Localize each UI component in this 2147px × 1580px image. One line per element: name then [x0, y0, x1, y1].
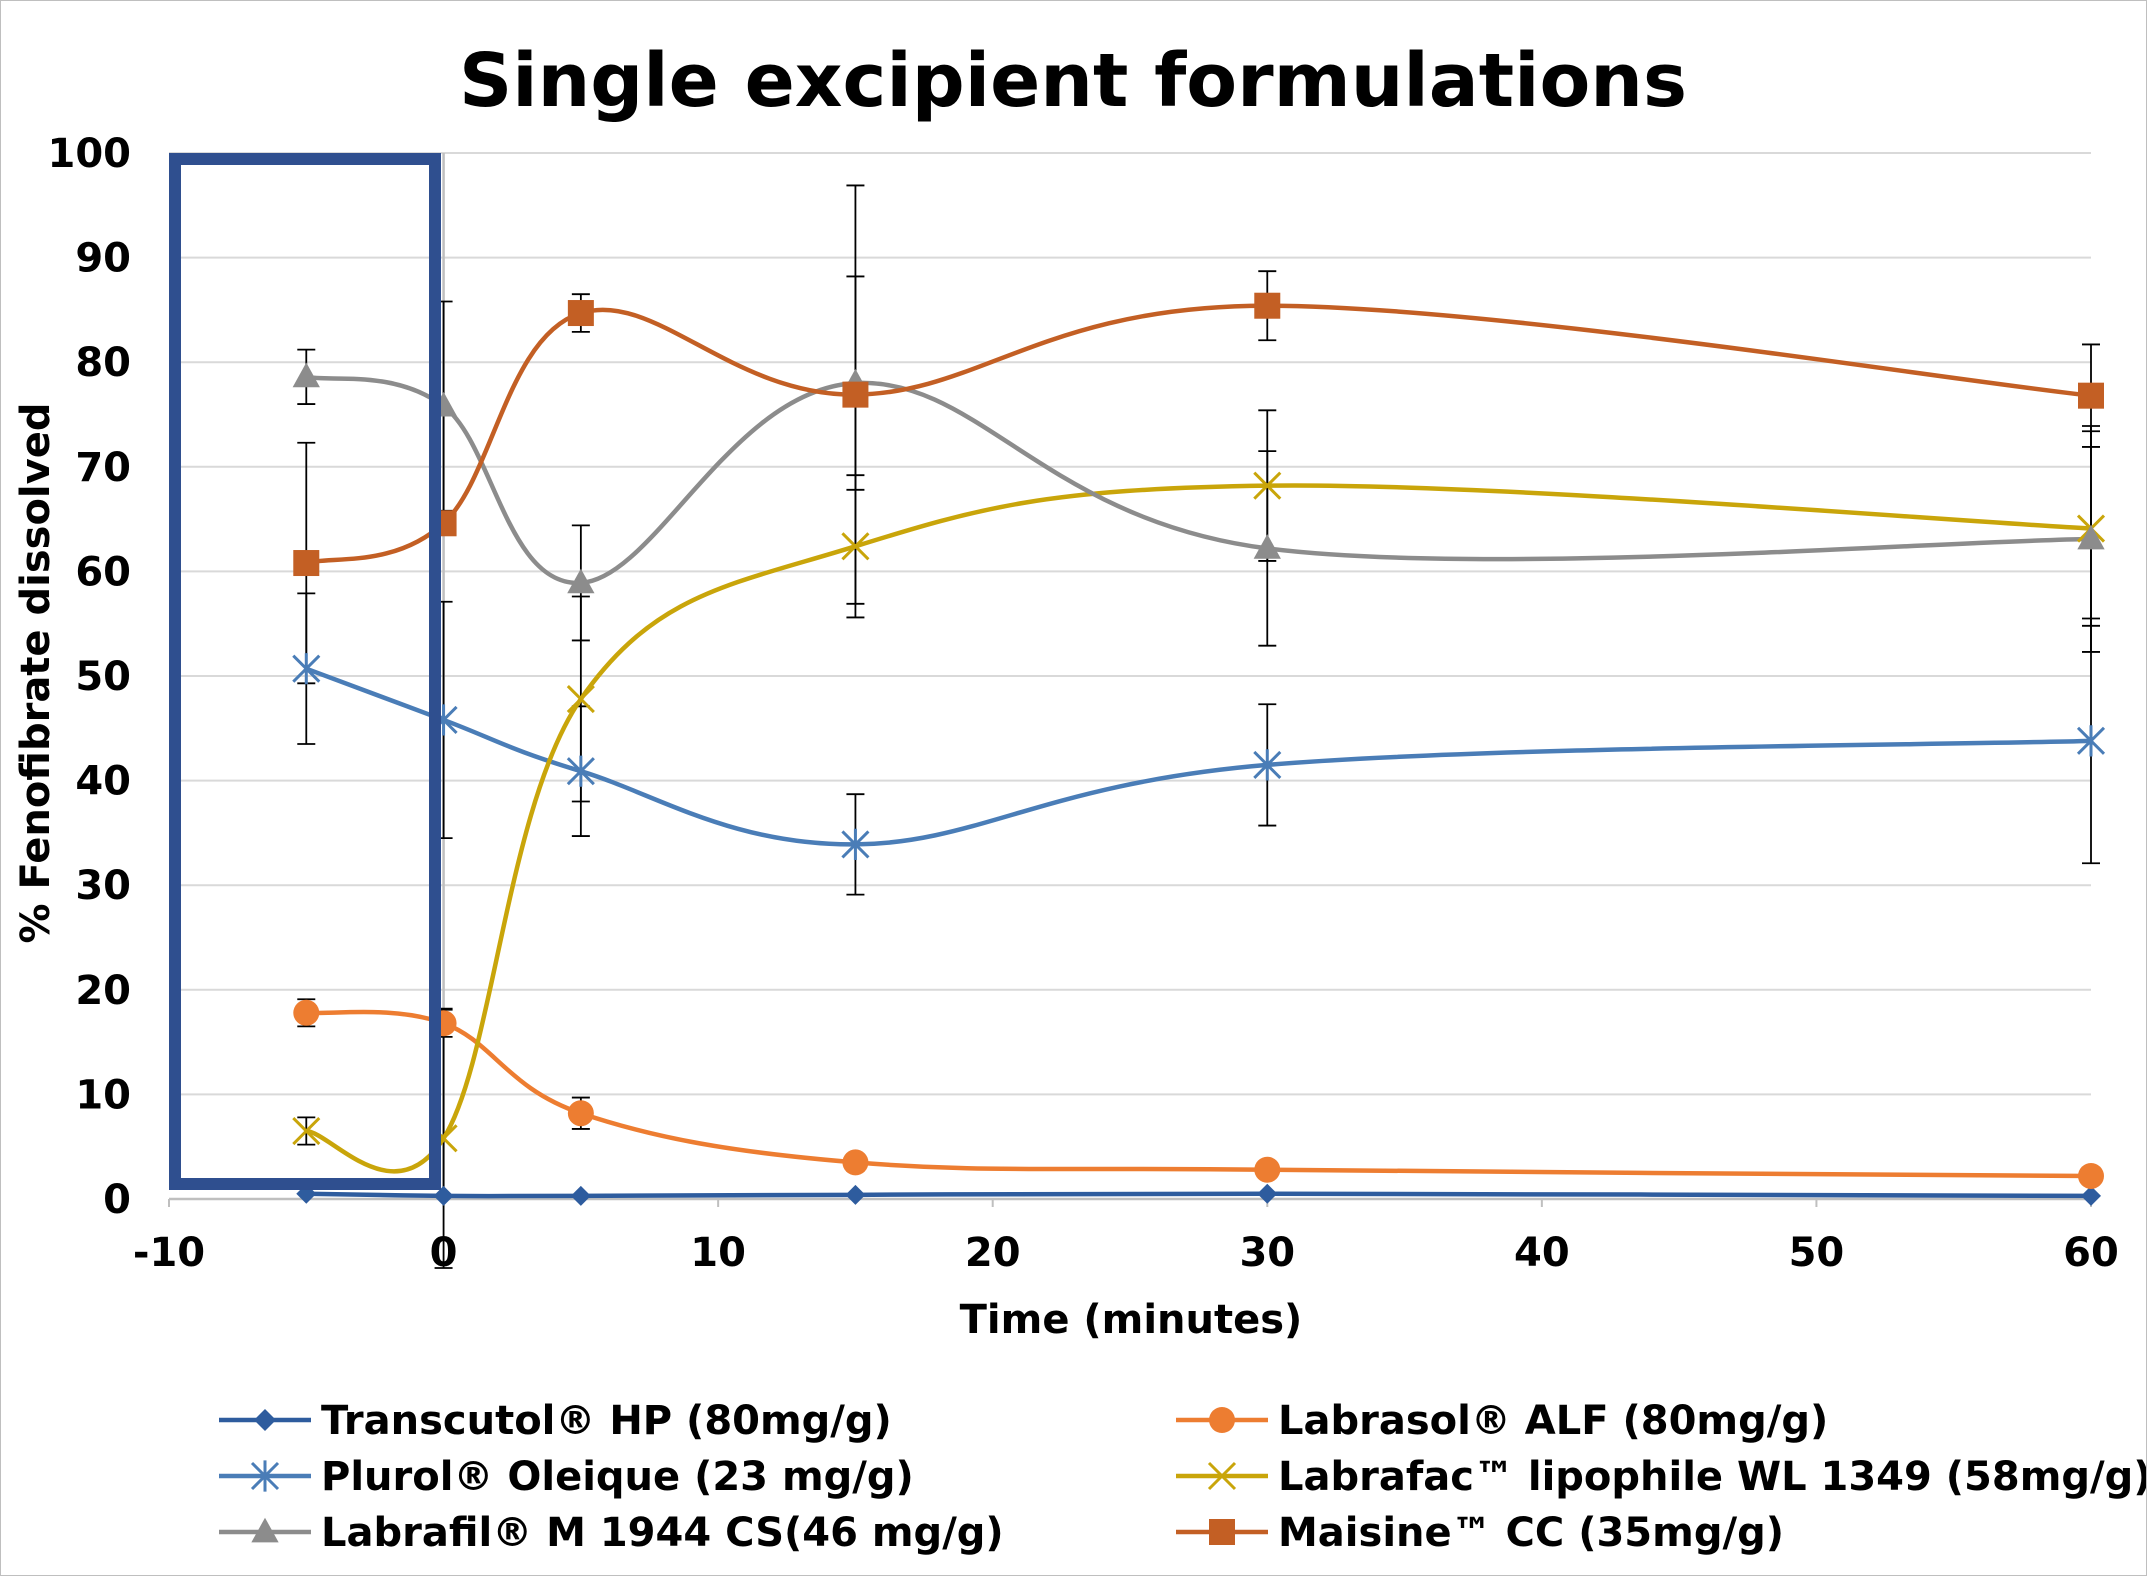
legend-label: Labrafac™ lipophile WL 1349 (58mg/g) — [1278, 1454, 2146, 1500]
data-point-square — [293, 550, 320, 577]
series-line-x — [305, 483, 2092, 1174]
legend-label: Labrafil® M 1944 CS(46 mg/g) — [321, 1510, 1004, 1556]
series-line-diamond — [306, 1191, 2092, 1199]
y-tick-label: 80 — [75, 340, 131, 386]
data-point-asterisk — [1253, 749, 1282, 781]
error-bars — [297, 184, 2100, 1269]
highlight-box — [169, 153, 441, 1190]
legend-label: Labrasol® ALF (80mg/g) — [1278, 1398, 1828, 1444]
legend-entry-transcutol-hp-80mg-g: Transcutol® HP (80mg/g) — [219, 1398, 892, 1444]
data-point-diamond — [570, 1185, 591, 1206]
data-point-asterisk — [841, 828, 870, 861]
data-point-circle — [2078, 1162, 2104, 1189]
data-point-x — [1253, 471, 1282, 500]
y-tick-label: 40 — [75, 759, 131, 805]
y-axis-ticks: 0 10 20 30 40 50 60 70 80 90 100 — [48, 131, 132, 1223]
data-point-triangle — [1253, 534, 1281, 559]
legend-entry-plurol-oleique-23-mg-g: Plurol® Oleique (23 mg/g) — [219, 1454, 914, 1500]
x-axis-title: Time (minutes) — [960, 1297, 1303, 1343]
legend-label: Transcutol® HP (80mg/g) — [321, 1398, 892, 1444]
legend-marker-triangle — [251, 1517, 279, 1543]
data-point-asterisk — [566, 755, 595, 787]
data-point-diamond — [2081, 1185, 2101, 1206]
y-tick-label: 50 — [75, 654, 131, 700]
data-point-square — [842, 381, 869, 408]
x-tick-label: 30 — [1239, 1230, 1295, 1276]
data-point-diamond — [433, 1185, 454, 1206]
legend-marker-circle — [1209, 1407, 1235, 1433]
data-point-circle — [1254, 1156, 1281, 1183]
data-point-triangle — [2077, 524, 2105, 550]
legend: Transcutol® HP (80mg/g) Labrasol® ALF (80… — [219, 1398, 2147, 1556]
legend-marker-x — [1207, 1461, 1237, 1491]
series-line-asterisk — [305, 666, 2092, 847]
data-point-circle — [293, 999, 320, 1026]
legend-label: Maisine™ CC (35mg/g) — [1278, 1510, 1784, 1556]
series-line-triangle — [305, 374, 2092, 586]
data-point-diamond — [845, 1184, 866, 1205]
data-point-x — [292, 1116, 321, 1146]
y-tick-label: 0 — [103, 1177, 131, 1223]
x-axis-ticks: -10 0 10 20 30 40 50 60 — [133, 1199, 2119, 1276]
legend-label: Plurol® Oleique (23 mg/g) — [321, 1454, 914, 1500]
data-point-circle — [842, 1149, 869, 1176]
x-tick-label: 40 — [1514, 1230, 1570, 1276]
data-point-asterisk — [2076, 725, 2106, 757]
data-point-diamond — [1257, 1183, 1278, 1204]
legend-entry-labrafac-lipophile-wl-1349-58mg-g: Labrafac™ lipophile WL 1349 (58mg/g) — [1176, 1454, 2147, 1500]
legend-marker-asterisk — [250, 1460, 280, 1492]
y-tick-label: 10 — [75, 1072, 131, 1118]
legend-marker-diamond — [254, 1409, 276, 1431]
chart-title: Single excipient formulations — [459, 38, 1687, 124]
gridlines — [169, 152, 2091, 1096]
data-point-x — [566, 684, 595, 714]
legend-entry-maisine-cc-35mg-g: Maisine™ CC (35mg/g) — [1176, 1510, 1784, 1556]
data-point-triangle — [567, 568, 595, 594]
data-point-circle — [567, 1100, 594, 1127]
series-line-square — [305, 303, 2092, 566]
y-tick-label: 60 — [75, 549, 131, 595]
data-point-x — [841, 532, 870, 561]
series-line-circle — [306, 1009, 2092, 1179]
x-tick-label: 20 — [965, 1230, 1021, 1276]
y-tick-label: 70 — [75, 445, 131, 491]
series-lines — [305, 303, 2092, 1199]
y-axis-title: % Fenofibrate dissolved — [13, 403, 59, 944]
data-point-asterisk — [292, 653, 321, 685]
data-point-square — [2078, 382, 2104, 409]
data-point-triangle — [292, 362, 320, 388]
data-point-square — [567, 300, 594, 327]
x-tick-label: -10 — [133, 1230, 205, 1276]
x-tick-label: 60 — [2063, 1230, 2119, 1276]
x-tick-label: 10 — [690, 1230, 746, 1276]
data-point-square — [1254, 292, 1281, 319]
y-tick-label: 30 — [75, 863, 131, 909]
y-tick-label: 90 — [75, 236, 131, 282]
series-markers — [292, 292, 2106, 1206]
y-tick-label: 100 — [48, 131, 132, 177]
y-tick-label: 20 — [75, 968, 131, 1014]
legend-entry-labrasol-alf-80mg-g: Labrasol® ALF (80mg/g) — [1176, 1398, 1828, 1444]
legend-marker-square — [1209, 1519, 1235, 1545]
x-tick-label: 50 — [1789, 1230, 1845, 1276]
legend-entry-labrafil-m-1944-cs-46-mg-g: Labrafil® M 1944 CS(46 mg/g) — [219, 1510, 1004, 1556]
